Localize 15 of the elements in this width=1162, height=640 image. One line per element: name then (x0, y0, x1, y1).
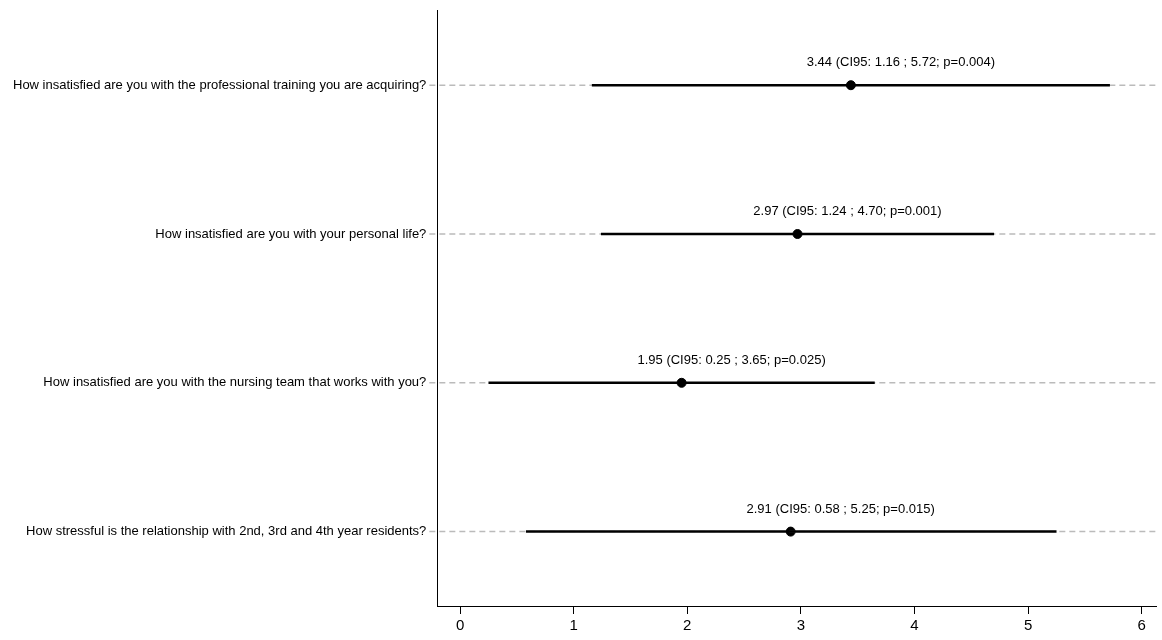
data-label: 3.44 (CI95: 1.16 ; 5.72; p=0.004) (806, 54, 996, 70)
y-tick-label: How insatisfied are you with the nursing team that works with you? (43, 374, 427, 390)
data-label: 2.97 (CI95: 1.24 ; 4.70; p=0.001) (753, 203, 942, 219)
x-tick-label: 4 (910, 616, 919, 634)
y-tick-label: How insatisfied are you with your personal life? (155, 225, 427, 241)
y-tick-label: How stressful is the relationship with 2nd, 3rd and 4th year residents? (26, 523, 427, 539)
x-tick-label: 1 (569, 616, 578, 634)
x-tick-label: 6 (1137, 616, 1146, 634)
x-tick-label: 0 (455, 616, 465, 634)
x-tick-label: 2 (683, 616, 692, 634)
x-tick-label: 5 (1023, 616, 1033, 634)
x-tick-label: 3 (796, 616, 806, 634)
y-tick-label: How insatisfied are you with the professional training you are acquiring? (13, 76, 427, 92)
data-label: 2.91 (CI95: 0.58 ; 5.25; p=0.015) (746, 500, 935, 516)
data-label: 1.95 (CI95: 0.25 ; 3.65; p=0.025) (637, 351, 826, 367)
